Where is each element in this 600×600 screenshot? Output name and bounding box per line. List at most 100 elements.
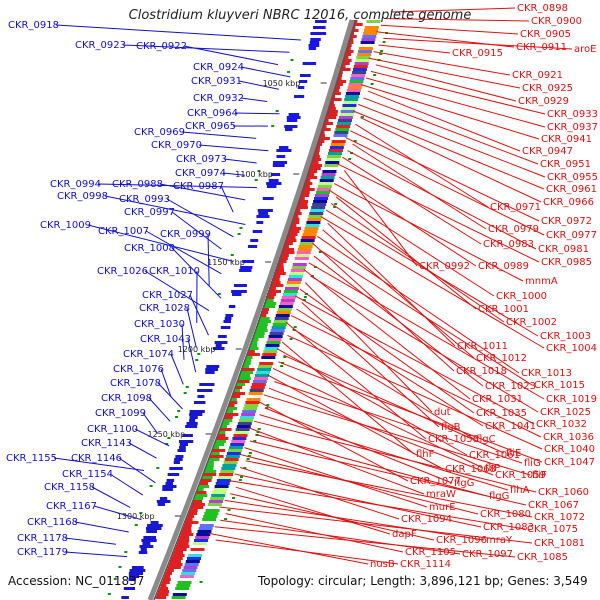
gene-label[interactable]: mraW — [426, 489, 456, 500]
gene-label[interactable]: CKR_0924 — [193, 62, 244, 73]
gene-label[interactable]: CKR_0972 — [541, 216, 592, 227]
gene-label[interactable]: CKR_1097 — [462, 549, 513, 560]
gene-label[interactable]: CKR_1072 — [534, 512, 585, 523]
gene-label[interactable]: CKR_1096 — [436, 535, 487, 546]
gene-label[interactable]: CKR_1105 — [405, 547, 456, 558]
gene-label[interactable]: CKR_1036 — [543, 432, 594, 443]
gene-label[interactable]: CKR_1059 — [495, 470, 546, 481]
gene-label[interactable]: mnmA — [525, 276, 558, 287]
gene-label[interactable]: CKR_1025 — [540, 407, 591, 418]
gene-label[interactable]: CKR_0999 — [160, 229, 211, 240]
gene-label[interactable]: CKR_1003 — [540, 331, 591, 342]
gene-label[interactable]: CKR_0966 — [543, 197, 594, 208]
gene-label[interactable]: CKR_0973 — [176, 154, 227, 165]
gene-label[interactable]: CKR_0969 — [134, 127, 185, 138]
gene-label[interactable]: CKR_0974 — [175, 168, 226, 179]
gene-label[interactable]: aroE — [574, 44, 596, 55]
gene-label[interactable]: CKR_1146 — [71, 453, 122, 464]
gene-label[interactable]: CKR_1099 — [95, 408, 146, 419]
gene-label[interactable]: flhA — [510, 485, 530, 496]
gene-label[interactable]: flgG — [489, 491, 509, 502]
gene-label[interactable]: CKR_1077 — [410, 476, 461, 487]
gene-label[interactable]: CKR_1007 — [98, 226, 149, 237]
gene-label[interactable]: CKR_0964 — [187, 108, 238, 119]
gene-label[interactable]: CKR_1008 — [124, 243, 175, 254]
gene-label[interactable]: CKR_0922 — [136, 41, 187, 52]
gene-label[interactable]: flgB — [441, 422, 461, 433]
gene-label[interactable]: CKR_0955 — [547, 172, 598, 183]
gene-label[interactable]: CKR_1080 — [480, 509, 531, 520]
gene-label[interactable]: fliG — [524, 458, 541, 469]
gene-label[interactable]: CKR_0947 — [522, 146, 573, 157]
gene-label[interactable]: CKR_0985 — [541, 257, 592, 268]
gene-label[interactable]: flhF — [416, 449, 435, 460]
gene-label[interactable]: CKR_0918 — [8, 20, 59, 31]
gene-label[interactable]: CKR_1114 — [400, 559, 451, 570]
gene-label[interactable]: CKR_1028 — [139, 303, 190, 314]
gene-label[interactable]: CKR_0931 — [191, 76, 242, 87]
gene-label[interactable]: CKR_0988 — [112, 179, 163, 190]
gene-label[interactable]: CKR_1094 — [401, 514, 452, 525]
gene-label[interactable]: fliE — [506, 448, 521, 459]
gene-label[interactable]: CKR_1158 — [44, 482, 95, 493]
gene-label[interactable]: CKR_1023 — [485, 381, 536, 392]
gene-label[interactable]: CKR_0961 — [546, 184, 597, 195]
gene-label[interactable]: CKR_1012 — [476, 353, 527, 364]
gene-label[interactable]: CKR_0937 — [547, 122, 598, 133]
gene-label[interactable]: CKR_1031 — [472, 394, 523, 405]
gene-label[interactable]: CKR_1068 — [445, 464, 496, 475]
gene-label[interactable]: CKR_0925 — [522, 83, 573, 94]
gene-label[interactable]: CKR_1085 — [517, 552, 568, 563]
gene-label[interactable]: dut — [434, 407, 451, 418]
gene-label[interactable]: CKR_0965 — [185, 121, 236, 132]
gene-label[interactable]: fliF — [532, 470, 547, 481]
gene-label[interactable]: CKR_1002 — [506, 317, 557, 328]
gene-label[interactable]: mraY — [486, 535, 513, 546]
gene-label[interactable]: CKR_1041 — [485, 421, 536, 432]
gene-label[interactable]: CKR_1032 — [536, 419, 587, 430]
gene-label[interactable]: CKR_0929 — [518, 96, 569, 107]
gene-label[interactable]: CKR_0933 — [547, 109, 598, 120]
gene-label[interactable]: CKR_0905 — [520, 29, 571, 40]
gene-label[interactable]: CKR_1074 — [123, 349, 174, 360]
gene-label[interactable]: CKR_1047 — [544, 457, 595, 468]
gene-label[interactable]: CKR_0981 — [538, 244, 589, 255]
gene-label[interactable]: CKR_0932 — [193, 93, 244, 104]
gene-label[interactable]: CKR_0977 — [546, 230, 597, 241]
gene-label[interactable]: murE — [429, 502, 456, 513]
gene-label[interactable]: nusB — [370, 559, 395, 570]
gene-label[interactable]: CKR_0921 — [512, 70, 563, 81]
gene-label[interactable]: CKR_1058 — [428, 434, 479, 445]
gene-label[interactable]: CKR_1000 — [496, 291, 547, 302]
gene-label[interactable]: flgG — [454, 478, 474, 489]
gene-label[interactable]: CKR_1026 — [97, 266, 148, 277]
gene-label[interactable]: flgC — [476, 434, 496, 445]
gene-label[interactable]: CKR_0898 — [517, 3, 568, 14]
gene-label[interactable]: CKR_1067 — [528, 500, 579, 511]
gene-label[interactable]: CKR_0923 — [75, 40, 126, 51]
gene-label[interactable]: CKR_1078 — [110, 378, 161, 389]
gene-label[interactable]: CKR_1035 — [476, 408, 527, 419]
gene-label[interactable]: CKR_1060 — [538, 487, 589, 498]
gene-label[interactable]: CKR_1168 — [27, 517, 78, 528]
gene-label[interactable]: CKR_0951 — [540, 159, 591, 170]
gene-label[interactable]: CKR_1009 — [40, 220, 91, 231]
gene-label[interactable]: CKR_1155 — [6, 453, 57, 464]
gene-label[interactable]: CKR_1178 — [17, 533, 68, 544]
gene-label[interactable]: CKR_1098 — [101, 393, 152, 404]
gene-label[interactable]: CKR_1143 — [81, 438, 132, 449]
gene-label[interactable]: CKR_1154 — [62, 469, 113, 480]
gene-label[interactable]: CKR_0989 — [478, 261, 529, 272]
gene-label[interactable]: CKR_0997 — [124, 207, 175, 218]
gene-label[interactable]: CKR_1010 — [149, 266, 200, 277]
gene-label[interactable]: CKR_1081 — [534, 538, 585, 549]
gene-label[interactable]: CKR_0911 — [516, 42, 567, 53]
gene-label[interactable]: CKR_1043 — [140, 334, 191, 345]
gene-label[interactable]: CKR_1061 — [469, 450, 520, 461]
gene-label[interactable]: CKR_1083 — [483, 522, 534, 533]
gene-label[interactable]: CKR_1004 — [546, 343, 597, 354]
gene-label[interactable]: CKR_1167 — [46, 501, 97, 512]
gene-label[interactable]: CKR_0994 — [50, 179, 101, 190]
gene-label[interactable]: CKR_1001 — [478, 304, 529, 315]
gene-label[interactable]: CKR_1030 — [134, 319, 185, 330]
